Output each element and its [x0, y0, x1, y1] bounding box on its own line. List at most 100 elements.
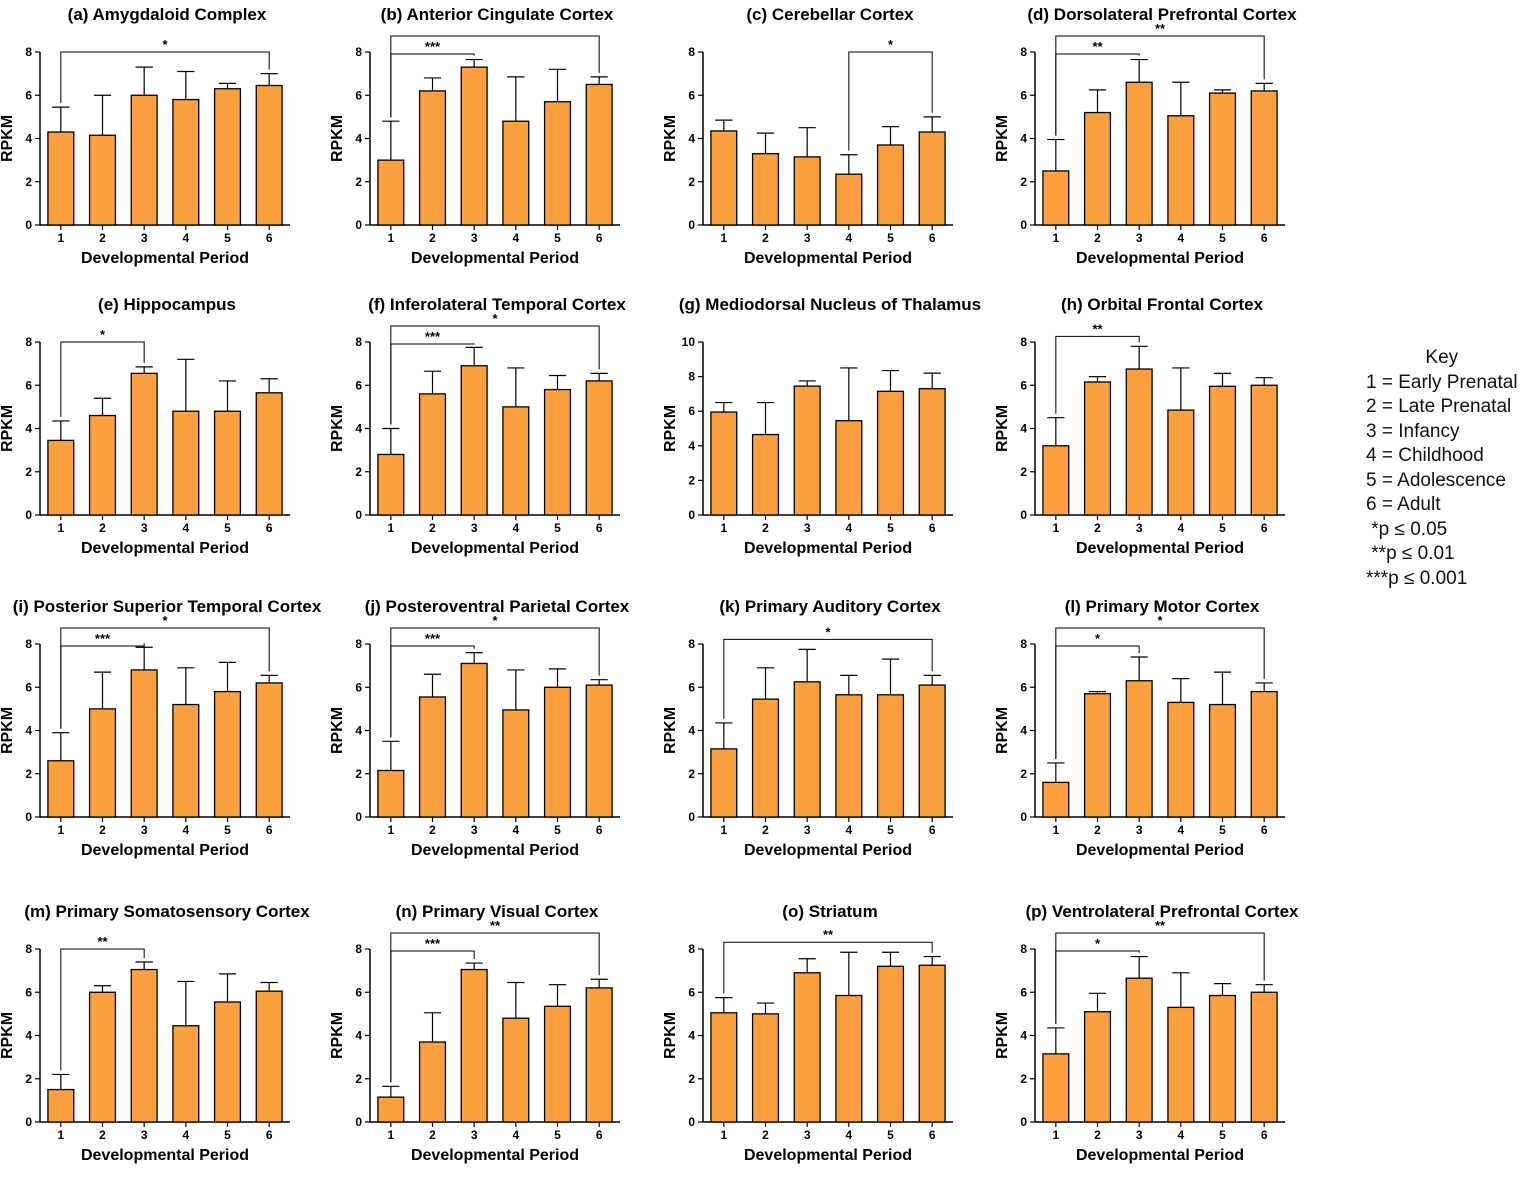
bar	[47, 1088, 75, 1123]
y-tick-label: 4	[355, 1029, 362, 1043]
y-tick-label: 8	[25, 45, 32, 59]
chart-panel: (d) Dorsolateral Prefrontal Cortex 0 2 4 6 8 1…	[994, 0, 1330, 300]
y-tick-label: 0	[688, 508, 695, 522]
chart-svg: (b) Anterior Cingulate Cortex 0 2 4 6 8 1 2 3 4 5 6…	[329, 5, 620, 267]
significance-bracket	[1055, 35, 1265, 136]
bar	[172, 1025, 200, 1123]
key-legend: Key 1 = Early Prenatal 2 = Late Prenatal…	[1366, 346, 1518, 591]
x-tick-label: 2	[1094, 823, 1101, 837]
x-tick-label: 6	[1261, 1128, 1268, 1142]
chart-title: (j) Posteroventral Parietal Cortex	[365, 597, 630, 616]
significance-label: *	[825, 624, 831, 639]
y-tick-label: 6	[355, 680, 362, 694]
y-tick-label: 4	[688, 1029, 695, 1043]
bar	[793, 972, 821, 1123]
bar	[710, 130, 738, 226]
x-tick-label: 4	[182, 1128, 189, 1142]
x-tick-label: 2	[99, 823, 106, 837]
chart-title: (o) Striatum	[782, 902, 877, 921]
bar	[751, 1013, 780, 1123]
y-axis-label: RPKM	[662, 1012, 679, 1059]
y-tick-label: 8	[1020, 45, 1027, 59]
bar	[255, 392, 283, 516]
x-axis-label: Developmental Period	[411, 540, 579, 557]
significance-label: *	[162, 37, 168, 52]
y-tick-label: 4	[25, 132, 32, 146]
bar	[876, 694, 905, 818]
x-tick-label: 1	[387, 1128, 394, 1142]
y-tick-label: 0	[25, 810, 32, 824]
bar	[502, 1017, 530, 1123]
bar	[1208, 385, 1237, 516]
significance-label: *	[1157, 613, 1163, 628]
chart-title: (h) Orbital Frontal Cortex	[1061, 295, 1264, 314]
y-tick-label: 6	[355, 985, 362, 999]
x-tick-label: 5	[887, 521, 894, 535]
bar	[1250, 690, 1278, 818]
y-tick-label: 6	[688, 88, 695, 102]
x-axis-label: Developmental Period	[81, 1147, 249, 1164]
y-tick-label: 8	[25, 637, 32, 651]
y-tick-label: 8	[1020, 942, 1027, 956]
y-tick-label: 8	[25, 942, 32, 956]
x-tick-label: 5	[224, 521, 231, 535]
x-tick-label: 4	[182, 823, 189, 837]
bar	[543, 388, 572, 516]
y-tick-label: 2	[1020, 465, 1027, 479]
x-tick-label: 3	[1136, 823, 1143, 837]
key-item: 4 = Childhood	[1366, 445, 1484, 466]
bar	[1208, 994, 1237, 1123]
y-tick-label: 6	[355, 378, 362, 392]
bar	[918, 964, 946, 1123]
bar	[88, 991, 117, 1123]
x-tick-label: 6	[266, 1128, 273, 1142]
x-tick-label: 2	[429, 231, 436, 245]
key-title: Key	[1425, 347, 1459, 368]
bar	[255, 84, 283, 226]
x-axis-label: Developmental Period	[81, 842, 249, 859]
x-tick-label: 4	[1177, 823, 1184, 837]
x-tick-label: 5	[1219, 231, 1226, 245]
x-tick-label: 6	[929, 1128, 936, 1142]
y-tick-label: 8	[688, 637, 695, 651]
x-axis-label: Developmental Period	[744, 842, 912, 859]
x-axis-label: Developmental Period	[1076, 1147, 1244, 1164]
significance-label: ***	[425, 631, 441, 646]
chart-title: (c) Cerebellar Cortex	[746, 5, 914, 24]
x-tick-label: 3	[471, 231, 478, 245]
bar	[1125, 680, 1153, 818]
bar	[88, 708, 117, 818]
x-tick-label: 1	[1052, 823, 1059, 837]
bar	[585, 684, 613, 818]
y-tick-label: 0	[355, 1115, 362, 1129]
x-tick-label: 2	[762, 823, 769, 837]
y-tick-label: 6	[25, 378, 32, 392]
bar	[88, 414, 117, 516]
y-tick-label: 4	[1020, 132, 1027, 146]
y-tick-label: 4	[355, 422, 362, 436]
y-tick-label: 8	[355, 45, 362, 59]
bar	[460, 662, 488, 818]
bar	[1125, 81, 1153, 226]
x-tick-label: 5	[554, 1128, 561, 1142]
significance-bracket	[848, 51, 933, 151]
y-tick-label: 8	[1020, 637, 1027, 651]
x-tick-label: 5	[887, 1128, 894, 1142]
y-tick-label: 8	[688, 45, 695, 59]
chart-svg: (c) Cerebellar Cortex 0 2 4 6 8 1 2 3 4 5 6 Developm…	[662, 5, 953, 267]
x-tick-label: 2	[99, 521, 106, 535]
bar	[1208, 92, 1237, 226]
x-tick-label: 6	[266, 823, 273, 837]
x-tick-label: 4	[512, 231, 519, 245]
y-axis-label: RPKM	[994, 1012, 1011, 1059]
chart-title: (d) Dorsolateral Prefrontal Cortex	[1027, 5, 1297, 24]
y-axis-label: RPKM	[662, 115, 679, 162]
y-tick-label: 4	[355, 724, 362, 738]
y-axis-label: RPKM	[329, 1012, 346, 1059]
y-tick-label: 2	[688, 175, 695, 189]
x-tick-label: 3	[804, 823, 811, 837]
x-tick-label: 5	[1219, 823, 1226, 837]
bar	[793, 681, 821, 818]
significance-label: **	[1092, 39, 1103, 54]
